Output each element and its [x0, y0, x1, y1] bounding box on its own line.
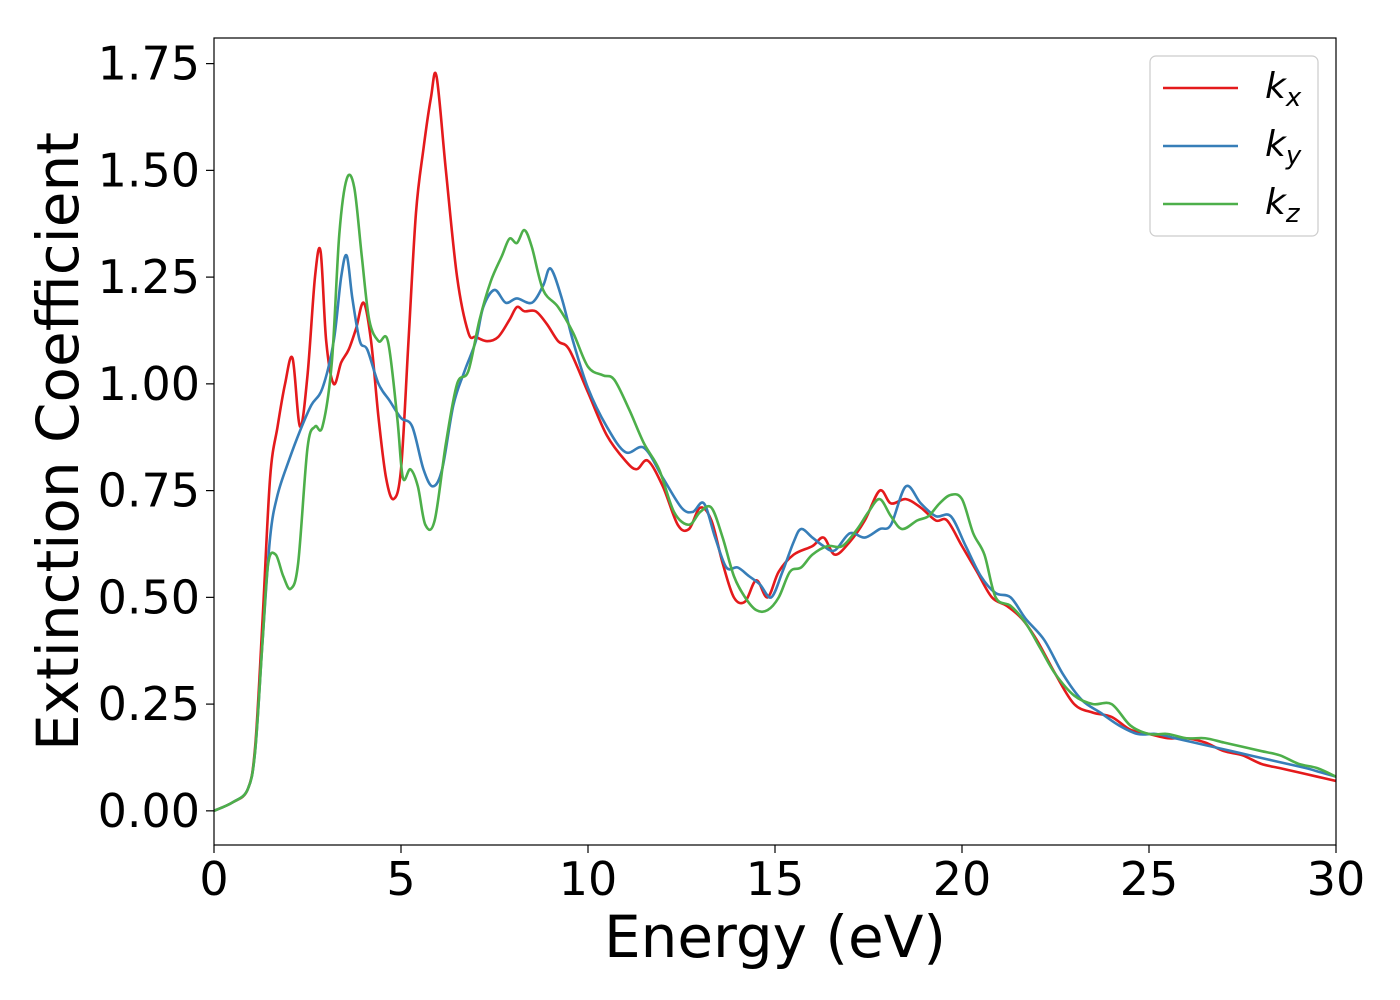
legend-label-kz: kz	[1265, 182, 1301, 229]
plot-lines	[214, 71, 1336, 813]
x-tick-label: 0	[199, 852, 228, 906]
x-tick-label: 5	[386, 852, 415, 906]
y-tick-label: 1.00	[98, 357, 200, 411]
legend-label-kx: kx	[1265, 66, 1302, 113]
x-tick-label: 20	[933, 852, 992, 906]
series-line-kz	[214, 173, 1336, 813]
legend-label-ky: ky	[1265, 124, 1302, 171]
y-axis-label: Extinction Coefficient	[24, 132, 92, 751]
x-tick-label: 25	[1120, 852, 1179, 906]
legend: kx ky kz	[1149, 55, 1319, 237]
y-tick-label: 1.25	[98, 250, 200, 304]
y-tick-label: 0.00	[98, 784, 200, 838]
x-axis-ticks: 0 5 10 15 20 25 30	[199, 845, 1365, 906]
y-tick-label: 1.50	[98, 143, 200, 197]
x-tick-label: 10	[559, 852, 618, 906]
y-axis-ticks: 0.00 0.25 0.50 0.75 1.00 1.25 1.50 1.75	[98, 37, 214, 838]
series-line-ky	[214, 253, 1336, 813]
x-tick-label: 30	[1307, 852, 1366, 906]
y-tick-label: 1.75	[98, 37, 200, 91]
y-tick-label: 0.50	[98, 570, 200, 624]
y-tick-label: 0.25	[98, 677, 200, 731]
y-tick-label: 0.75	[98, 464, 200, 518]
x-tick-label: 15	[746, 852, 805, 906]
x-axis-label: Energy (eV)	[604, 903, 946, 971]
